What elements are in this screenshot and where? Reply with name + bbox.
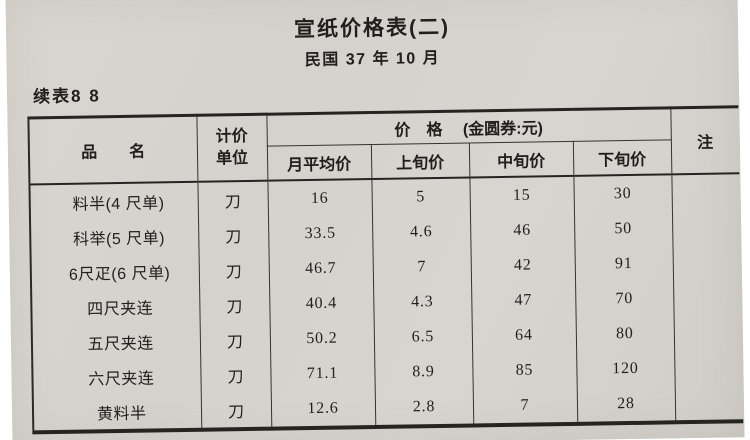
column-header-product: 品 名 (28, 115, 198, 185)
mid-month-cell: 15 (469, 175, 574, 214)
mid-month-cell: 64 (471, 316, 577, 354)
early-month-cell: 2.8 (374, 388, 474, 428)
early-month-cell: 4.3 (373, 283, 472, 321)
unit-cell: 刀 (197, 216, 269, 253)
early-month-cell: 4.6 (371, 213, 471, 251)
monthly-average-cell: 12.6 (270, 390, 376, 429)
unit-cell: 刀 (200, 391, 272, 430)
column-header-note: 注 (670, 106, 740, 175)
product-name-cell: 六尺夹连 (32, 357, 201, 396)
early-month-cell: 5 (371, 177, 470, 216)
late-month-cell: 70 (575, 280, 674, 317)
column-header-unit-line1: 计价 (215, 127, 248, 146)
late-month-cell: 28 (576, 385, 676, 424)
monthly-average-cell: 46.7 (268, 250, 374, 287)
unit-cell: 刀 (198, 251, 270, 288)
product-name-cell: 6尺疋(6 尺单) (30, 252, 200, 291)
column-header-late-month: 下旬价 (572, 139, 672, 176)
note-cell (671, 209, 741, 246)
unit-cell: 刀 (199, 321, 271, 358)
product-name-cell: 五尺夹连 (31, 322, 201, 361)
unit-cell: 刀 (199, 286, 270, 323)
monthly-average-cell: 33.5 (267, 215, 373, 252)
unit-cell: 刀 (200, 356, 271, 393)
mid-month-cell: 7 (472, 386, 578, 426)
late-month-cell: 91 (574, 245, 674, 282)
note-cell (673, 279, 742, 316)
price-table: 品 名 计价 单位 价 格 (金圆券:元) 注 月平均价 上旬价 中旬价 下旬价 (27, 105, 744, 435)
early-month-cell: 8.9 (374, 353, 473, 391)
monthly-average-cell: 71.1 (270, 355, 375, 392)
late-month-cell: 30 (573, 174, 672, 212)
late-month-cell: 50 (573, 210, 673, 247)
price-table-wrap: 品 名 计价 单位 价 格 (金圆券:元) 注 月平均价 上旬价 中旬价 下旬价 (27, 105, 744, 435)
early-month-cell: 6.5 (373, 318, 473, 356)
scanned-paper: 宣纸价格表(二) 民国 37 年 10 月 续表8 8 品 名 计价 单位 价 (5, 0, 745, 440)
continuation-label: 续表8 8 (32, 86, 101, 107)
column-header-mid-month: 中旬价 (468, 141, 574, 178)
unit-cell: 刀 (197, 180, 268, 218)
product-name-cell: 黄料半 (32, 392, 202, 433)
monthly-average-cell: 50.2 (269, 320, 375, 357)
late-month-cell: 80 (575, 315, 675, 352)
note-cell (673, 314, 743, 351)
early-month-cell: 7 (372, 248, 472, 286)
note-cell (674, 349, 743, 386)
column-header-unit: 计价 单位 (196, 114, 268, 182)
note-cell (672, 244, 742, 281)
column-header-unit-line2: 单位 (215, 149, 249, 168)
product-name-cell: 料半(4 尺单) (29, 181, 198, 221)
monthly-average-cell: 40.4 (269, 285, 374, 322)
mid-month-cell: 46 (469, 211, 575, 249)
mid-month-cell: 42 (470, 246, 576, 284)
column-header-early-month: 上旬价 (370, 143, 470, 180)
late-month-cell: 120 (576, 350, 675, 387)
column-header-monthly-average: 月平均价 (266, 144, 372, 181)
mid-month-cell: 47 (471, 281, 576, 319)
mid-month-cell: 85 (472, 351, 577, 389)
product-name-cell: 科举(5 尺单) (30, 217, 199, 256)
monthly-average-cell: 16 (267, 179, 372, 217)
product-name-cell: 四尺夹连 (31, 287, 200, 326)
note-cell (671, 173, 740, 211)
note-cell (674, 384, 744, 423)
